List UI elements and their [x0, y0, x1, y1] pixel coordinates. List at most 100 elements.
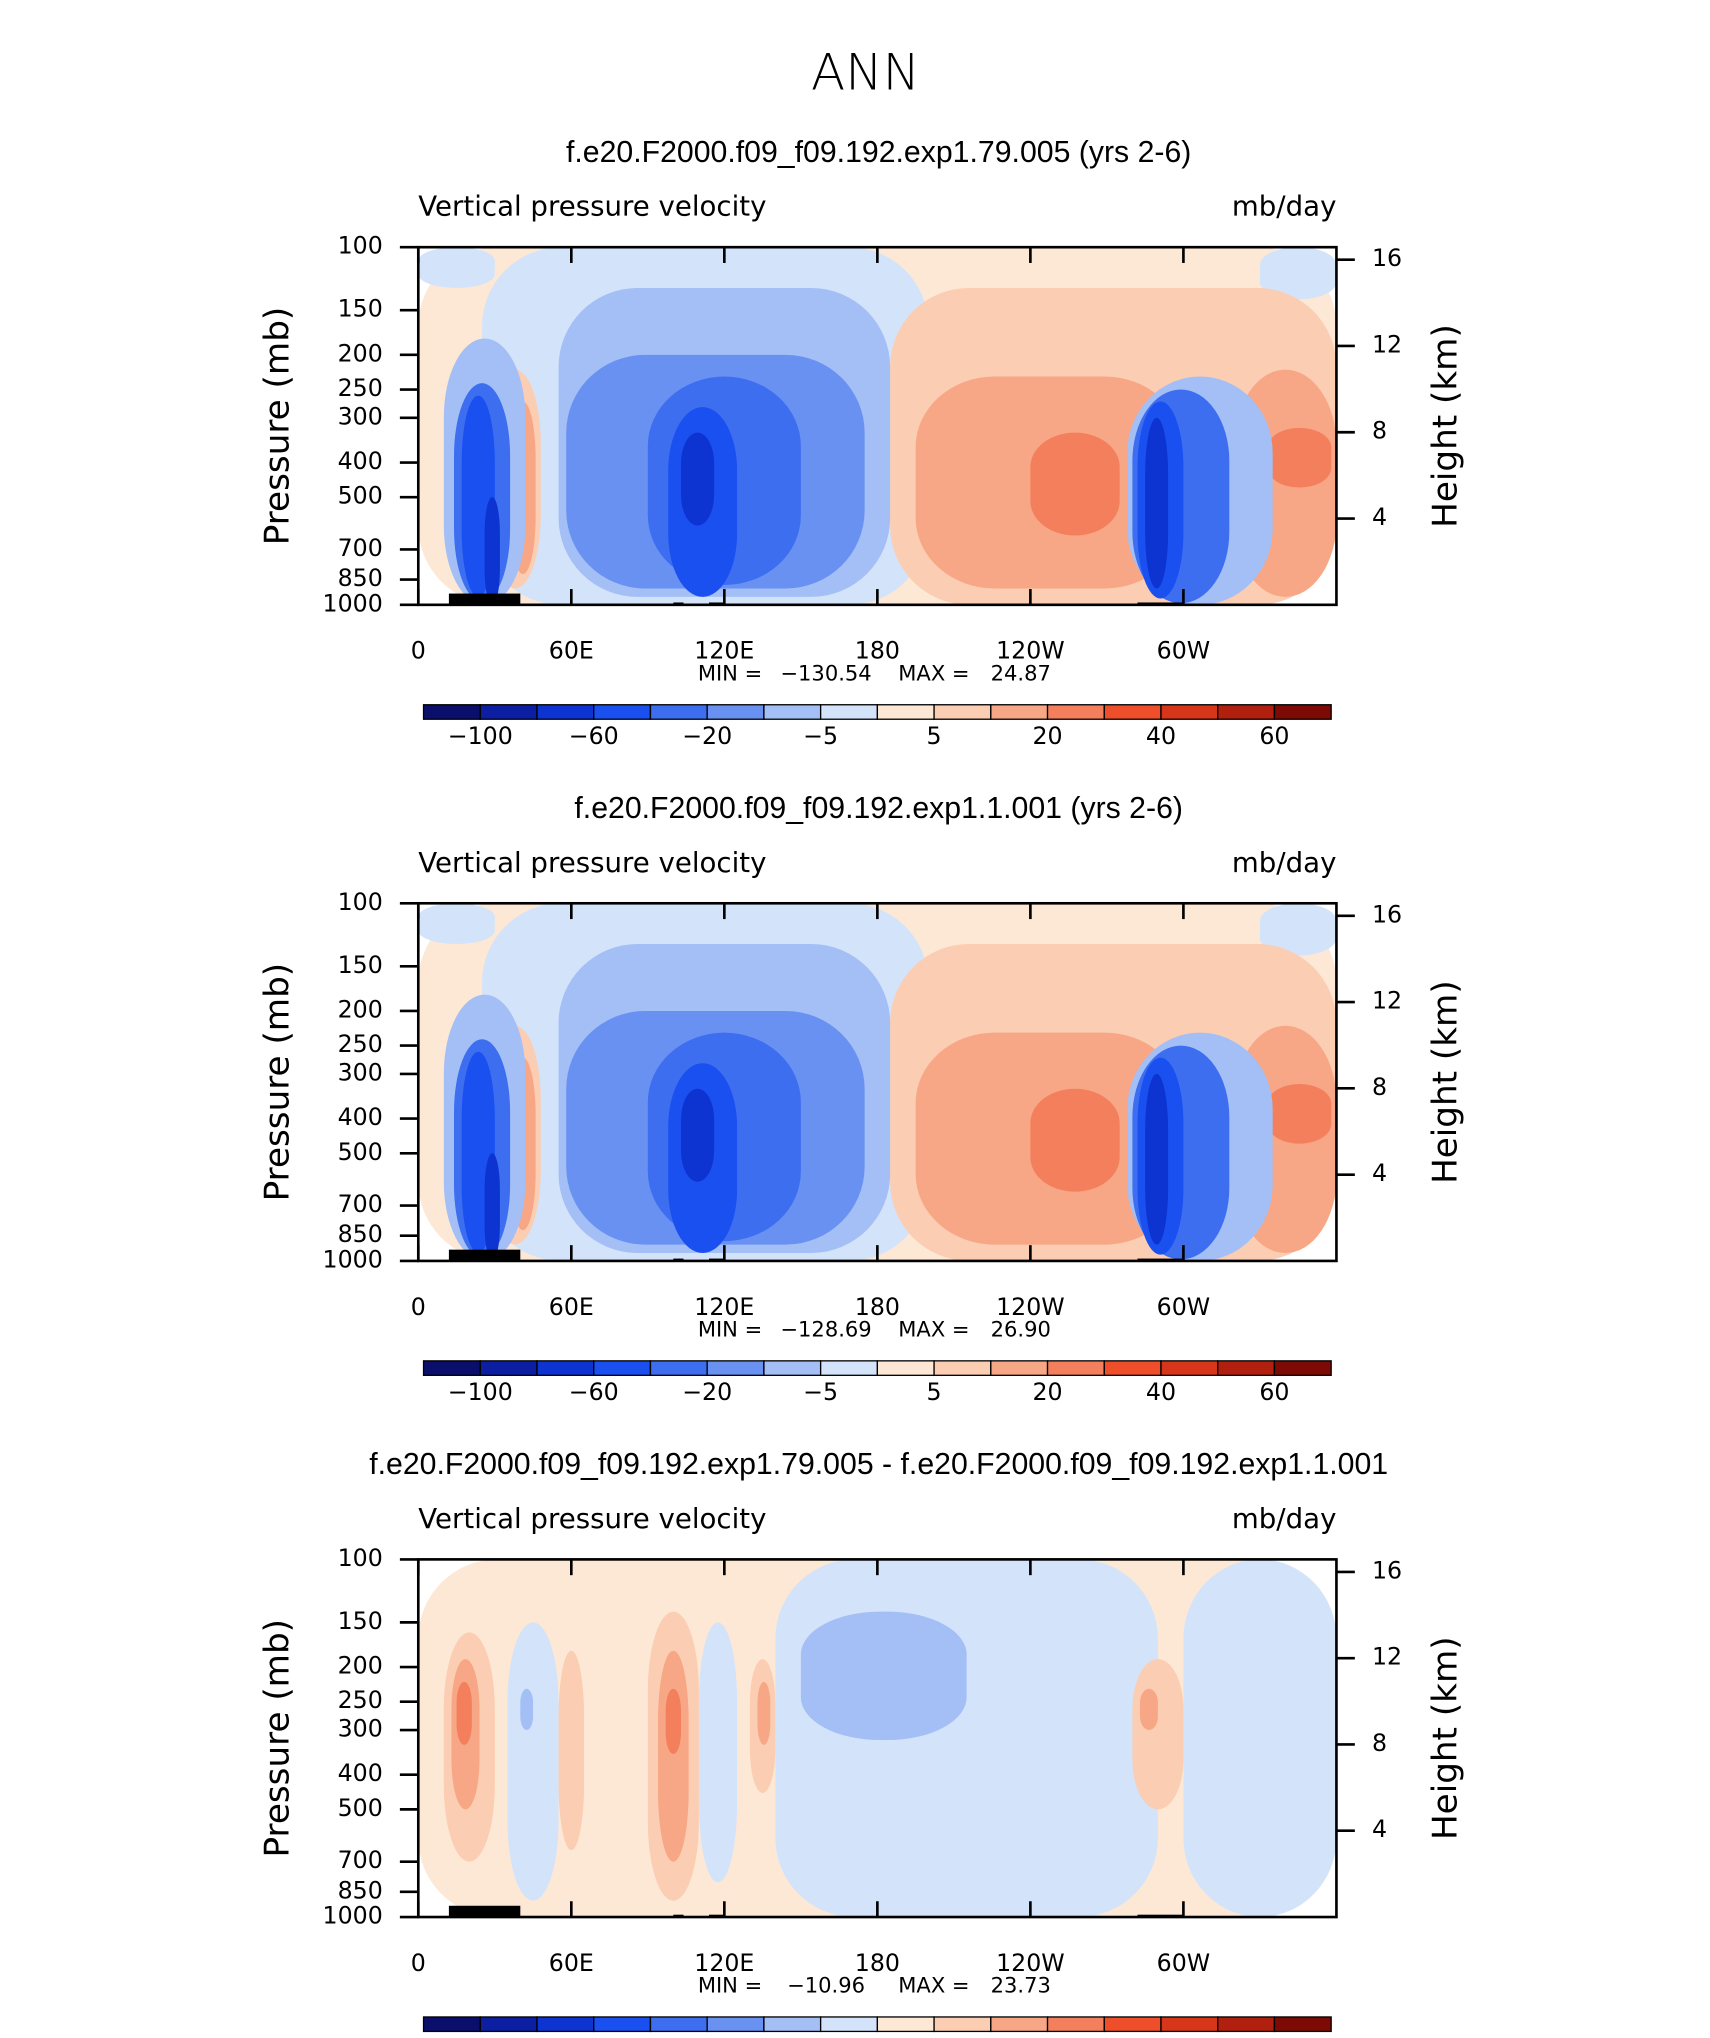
y2-tick-label: 16	[1372, 1556, 1402, 1584]
colorbar-label: 5	[927, 2034, 942, 2038]
y2-tick-label: 12	[1372, 330, 1402, 358]
contour-region	[775, 1559, 1158, 1918]
chart-title: f.e20.F2000.f09_f09.192.exp1.1.001 (yrs …	[574, 792, 1183, 825]
colorbar-box	[990, 1360, 1049, 1376]
x-tick-label: 120W	[996, 637, 1065, 665]
colorbar-box	[593, 1360, 652, 1376]
max-label: MAX =	[898, 1973, 969, 1998]
y2-tick-label: 8	[1372, 1073, 1387, 1101]
y-tick-label: 700	[338, 534, 383, 562]
y-tick-label: 700	[338, 1190, 383, 1218]
colorbar-box	[422, 2016, 481, 2033]
contour-region	[757, 1681, 771, 1745]
colorbar-label: 40	[1146, 722, 1176, 750]
colorbar-box	[422, 1360, 481, 1376]
y2-tick-label: 16	[1372, 244, 1402, 272]
colorbar-label: −100	[448, 1378, 513, 1406]
colorbar-box	[933, 704, 992, 720]
contour-region	[1145, 1073, 1169, 1245]
colorbar-box	[593, 2016, 652, 2033]
colorbar-box	[536, 1360, 595, 1376]
contour-region	[484, 497, 500, 605]
chart-title: f.e20.F2000.f09_f09.192.exp1.79.005 - f.…	[369, 1448, 1388, 1481]
y-tick-label: 200	[338, 339, 383, 367]
contour-region	[658, 1650, 689, 1862]
colorbar-label: −100	[448, 722, 513, 750]
colorbar-label: 40	[1203, 2034, 1233, 2038]
topography	[448, 593, 521, 605]
colorbar-box	[649, 1360, 708, 1376]
contour-region	[484, 1153, 500, 1261]
x-tick-label: 180	[855, 1293, 900, 1321]
y-tick-label: 500	[338, 482, 383, 510]
colorbar-label: 15	[1032, 2034, 1062, 2038]
y2-tick-label: 4	[1372, 1159, 1387, 1187]
x-tick-label: 120E	[694, 1949, 754, 1977]
y-tick-label: 700	[338, 1846, 383, 1874]
y-tick-label: 400	[338, 1103, 383, 1131]
x-tick-label: 0	[411, 1949, 426, 1977]
colorbar-box	[706, 704, 765, 720]
colorbar-box	[536, 704, 595, 720]
contour-field	[418, 903, 1337, 1261]
contour-region	[558, 1650, 585, 1851]
y-tick-label: 850	[338, 1876, 383, 1904]
colorbar-box	[1160, 2016, 1219, 2033]
colorbar-box	[649, 704, 708, 720]
min-label: MIN =	[698, 1317, 762, 1342]
y-tick-label: 100	[338, 888, 383, 916]
units: mb/day	[1232, 1502, 1337, 1535]
x-tick-label: 120E	[694, 637, 754, 665]
x-tick-label: 120E	[694, 1293, 754, 1321]
colorbar-label: −50	[455, 2034, 505, 2038]
y-tick-label: 1000	[323, 589, 383, 617]
colorbar-label: −30	[569, 2034, 619, 2038]
y-tick-label: 500	[338, 1138, 383, 1166]
x-tick-label: 60E	[549, 637, 594, 665]
contour-region	[665, 1688, 681, 1754]
colorbar-label: −60	[569, 1378, 619, 1406]
colorbar-box	[706, 2016, 765, 2033]
max-value: 23.73	[991, 1973, 1051, 1998]
colorbar-label: 20	[1032, 722, 1062, 750]
colorbar-box	[819, 2016, 879, 2033]
colorbar-box	[706, 1360, 765, 1376]
colorbar-box	[1103, 704, 1162, 720]
y-tick-label: 400	[338, 447, 383, 475]
colorbar-box	[819, 704, 879, 720]
contour-field	[418, 1559, 1337, 1918]
colorbar-label: −20	[682, 722, 732, 750]
colorbar-label: −15	[682, 2034, 732, 2038]
colorbar-box	[933, 2016, 992, 2033]
y-tick-label: 150	[338, 951, 383, 979]
colorbar-label: −20	[682, 1378, 732, 1406]
colorbar-box	[479, 2016, 538, 2033]
y-axis-label: Pressure (mb)	[257, 307, 297, 545]
x-tick-label: 120W	[996, 1293, 1065, 1321]
colorbar-label: 20	[1032, 1378, 1062, 1406]
colorbar-label: −5	[803, 1378, 838, 1406]
y2-tick-label: 8	[1372, 1729, 1387, 1757]
x-tick-label: 0	[411, 637, 426, 665]
y2-tick-label: 16	[1372, 900, 1402, 928]
colorbar-label: 10	[976, 2034, 1006, 2038]
units: mb/day	[1232, 846, 1337, 879]
chart-subtitle: Vertical pressure velocity	[418, 846, 766, 879]
colorbar-box	[1273, 1360, 1332, 1376]
colorbar-box	[819, 1360, 879, 1376]
y-tick-label: 250	[338, 1686, 383, 1714]
colorbar-box	[593, 704, 652, 720]
y-tick-label: 150	[338, 1607, 383, 1635]
x-tick-label: 0	[411, 1293, 426, 1321]
contour-region	[1030, 432, 1120, 536]
y-tick-label: 200	[338, 995, 383, 1023]
colorbar-box	[876, 1360, 935, 1376]
colorbar-box	[1160, 704, 1219, 720]
colorbar-box	[479, 704, 538, 720]
colorbar-label: 5	[927, 722, 942, 750]
colorbar-box	[990, 704, 1049, 720]
page-title: ANN	[811, 44, 920, 102]
colorbar-box	[649, 2016, 708, 2033]
y-tick-label: 500	[338, 1794, 383, 1822]
x-tick-label: 180	[855, 1949, 900, 1977]
